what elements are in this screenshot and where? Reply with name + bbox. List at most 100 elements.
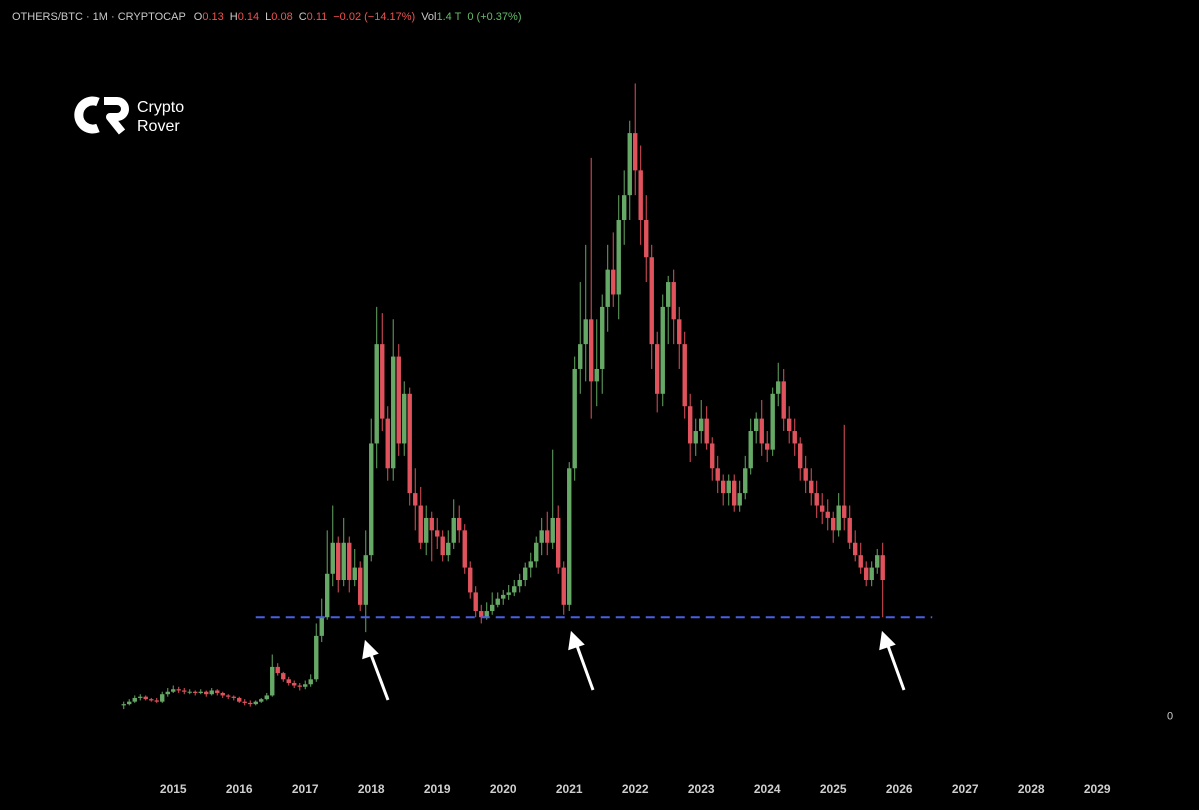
ohlc-label: L bbox=[265, 11, 272, 23]
candle-body bbox=[429, 517, 434, 531]
candle-body bbox=[836, 505, 841, 531]
candle-body bbox=[528, 561, 533, 568]
candle-body bbox=[611, 269, 616, 295]
candle-body bbox=[803, 468, 808, 481]
volume-change: 0 (+0.37%) bbox=[467, 11, 522, 23]
candle-body bbox=[407, 393, 412, 494]
candle-body bbox=[737, 493, 742, 506]
candle-body bbox=[121, 704, 126, 706]
arrow bbox=[885, 642, 906, 691]
x-tick-label: 2024 bbox=[754, 782, 781, 796]
candle-body bbox=[127, 701, 132, 705]
candle-body bbox=[237, 697, 242, 702]
x-tick-label: 2015 bbox=[160, 782, 187, 796]
header: OTHERS/BTC · 1M · CRYPTOCAP O0.13 H0.14 L0.… bbox=[12, 11, 522, 23]
candle-body bbox=[308, 679, 313, 685]
candle-body bbox=[303, 684, 308, 687]
candle-body bbox=[226, 695, 231, 697]
arrow-head bbox=[568, 630, 585, 651]
candle-body bbox=[462, 530, 467, 568]
candle-body bbox=[154, 700, 159, 702]
logo-text: Rover bbox=[137, 118, 180, 135]
candle-body bbox=[253, 701, 258, 705]
candle-body bbox=[798, 443, 803, 469]
candle-body bbox=[413, 493, 418, 506]
logo-text: Crypto bbox=[137, 99, 184, 116]
candle-body bbox=[319, 617, 324, 636]
candle-body bbox=[506, 592, 511, 595]
x-tick-label: 2017 bbox=[292, 782, 319, 796]
candle-body bbox=[451, 517, 456, 543]
candle-body bbox=[468, 567, 473, 593]
candle-body bbox=[325, 573, 330, 618]
candle-body bbox=[182, 690, 187, 692]
candle-body bbox=[765, 443, 770, 450]
candle-body bbox=[534, 542, 539, 562]
candle-body bbox=[490, 604, 495, 612]
candle-body bbox=[484, 611, 489, 618]
candle-body bbox=[786, 418, 792, 432]
candle-body bbox=[435, 530, 440, 537]
candle-body bbox=[809, 480, 814, 494]
candle-body bbox=[654, 344, 660, 394]
candle-body bbox=[693, 431, 698, 444]
candle-body bbox=[710, 443, 715, 469]
candles bbox=[121, 83, 885, 710]
candle-body bbox=[374, 344, 379, 444]
candle-body bbox=[880, 555, 885, 580]
candle-body bbox=[187, 691, 192, 693]
candle-body bbox=[369, 443, 374, 556]
candle-body bbox=[666, 282, 671, 307]
candle-body bbox=[347, 542, 352, 580]
candle-body bbox=[638, 170, 643, 220]
candle-body bbox=[753, 418, 759, 432]
candle-body bbox=[819, 505, 825, 512]
x-tick-label: 2028 bbox=[1018, 782, 1045, 796]
candle-body bbox=[743, 468, 748, 494]
volume-label: Vol bbox=[421, 11, 437, 23]
candle-body bbox=[297, 685, 302, 687]
change: −0.02 (−14.17%) bbox=[333, 11, 416, 23]
candle-body bbox=[286, 679, 291, 684]
candle-body bbox=[539, 530, 544, 543]
candle-body bbox=[578, 344, 583, 369]
x-tick-label: 2029 bbox=[1084, 782, 1111, 796]
candle-body bbox=[198, 691, 203, 693]
candle-body bbox=[220, 692, 225, 696]
arrow-head bbox=[362, 639, 379, 660]
candle-body bbox=[842, 505, 847, 518]
arrows bbox=[362, 630, 906, 701]
candle-body bbox=[523, 567, 528, 580]
x-tick-label: 2026 bbox=[886, 782, 913, 796]
candle-body bbox=[176, 689, 181, 691]
candle-body bbox=[726, 480, 731, 494]
candle-body bbox=[852, 542, 858, 556]
arrow bbox=[368, 651, 390, 701]
x-tick-label: 2018 bbox=[358, 782, 385, 796]
candle-body bbox=[380, 344, 385, 419]
candle-body bbox=[704, 418, 709, 444]
candle-body bbox=[633, 133, 638, 171]
candle-body bbox=[748, 431, 753, 469]
candle-body bbox=[589, 319, 594, 382]
candle-body bbox=[776, 381, 781, 394]
ohlc-label: C bbox=[298, 11, 307, 23]
candle-body bbox=[402, 393, 407, 444]
candle-body bbox=[687, 406, 693, 444]
candle-body bbox=[204, 691, 209, 695]
candle-body bbox=[281, 673, 286, 680]
candle-body bbox=[759, 418, 764, 444]
candle-body bbox=[869, 567, 874, 580]
candle-body bbox=[314, 635, 319, 680]
candle-body bbox=[858, 555, 863, 568]
candle-body bbox=[627, 133, 632, 196]
candle-body bbox=[479, 611, 484, 618]
candle-body bbox=[622, 195, 627, 220]
candle-body bbox=[864, 567, 869, 580]
candle-body bbox=[814, 493, 819, 506]
logo-mark bbox=[104, 97, 129, 135]
candle-body bbox=[770, 393, 775, 450]
candle-body bbox=[143, 696, 148, 700]
candle-body bbox=[391, 356, 396, 469]
